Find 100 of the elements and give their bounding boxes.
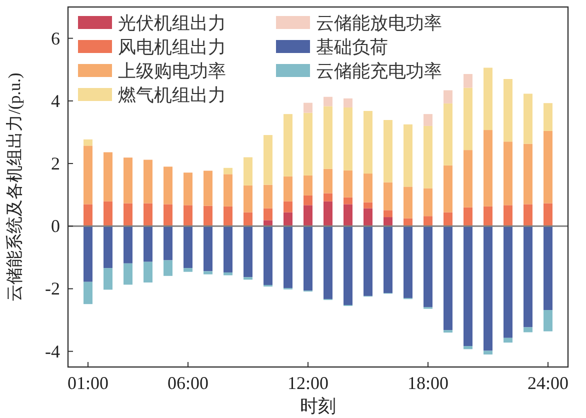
bar — [184, 172, 192, 206]
bar — [544, 203, 552, 226]
bar — [324, 106, 332, 169]
bar — [264, 135, 272, 185]
bar — [544, 130, 552, 204]
bar — [84, 282, 92, 304]
bar — [84, 139, 92, 146]
bar — [524, 327, 532, 332]
bar — [484, 350, 492, 354]
y-tick-label: 0 — [51, 216, 60, 236]
bar — [264, 184, 272, 208]
bar — [124, 158, 132, 204]
bar — [144, 160, 152, 204]
bar — [304, 205, 312, 226]
bar — [104, 201, 112, 226]
legend-label: 云储能放电功率 — [316, 13, 442, 33]
bar — [404, 226, 412, 298]
bar — [244, 277, 252, 280]
bar — [84, 146, 92, 204]
bar — [224, 272, 232, 276]
bar — [344, 197, 352, 204]
bar — [324, 201, 332, 226]
bar — [84, 204, 92, 226]
bar — [384, 182, 392, 210]
bar — [384, 226, 392, 294]
legend-label: 上级购电功率 — [118, 61, 226, 81]
legend-label: 风电机组出力 — [118, 37, 226, 57]
bar — [204, 170, 212, 206]
bar — [324, 168, 332, 194]
bar — [184, 268, 192, 272]
bar — [224, 174, 232, 206]
bar — [304, 226, 312, 291]
bar — [224, 168, 232, 174]
y-tick-label: -4 — [45, 341, 60, 362]
bar — [504, 142, 512, 206]
y-tick-label: 6 — [51, 28, 60, 48]
bar — [404, 124, 412, 187]
bar — [464, 207, 472, 226]
bar — [324, 193, 332, 202]
bar — [444, 90, 452, 104]
bar — [104, 226, 112, 268]
bar — [464, 150, 472, 208]
bar — [464, 74, 472, 88]
bar — [204, 226, 212, 272]
bar — [484, 206, 492, 226]
bar — [344, 170, 352, 198]
bar — [244, 212, 252, 226]
bar — [384, 210, 392, 218]
bar — [344, 98, 352, 108]
bar — [364, 208, 372, 226]
bar — [444, 165, 452, 212]
bar — [264, 208, 272, 220]
bar — [104, 152, 112, 202]
legend-label: 云储能充电功率 — [316, 61, 442, 81]
bar — [504, 205, 512, 226]
bar — [424, 114, 432, 126]
bar — [364, 226, 372, 296]
bar — [284, 176, 292, 202]
bar — [364, 202, 372, 208]
bar — [504, 226, 512, 338]
bar — [204, 206, 212, 226]
x-tick-label: 06:00 — [167, 373, 209, 393]
bar — [484, 130, 492, 206]
y-axis-title: 云储能系统及各机组出力/(p.u.) — [5, 72, 24, 302]
bar — [384, 120, 392, 182]
x-axis-title: 时刻 — [300, 396, 336, 416]
bar — [144, 226, 152, 262]
bar — [444, 212, 452, 226]
bar — [524, 94, 532, 144]
bar — [364, 110, 372, 174]
y-tick-label: -2 — [45, 278, 60, 299]
bar — [184, 205, 192, 226]
y-tick-label: 2 — [51, 154, 60, 174]
bar — [224, 226, 232, 272]
bar — [304, 112, 312, 176]
bar — [244, 226, 252, 278]
bar — [304, 195, 312, 206]
bar — [324, 226, 332, 300]
x-tick-label: 18:00 — [407, 373, 449, 393]
bar — [524, 144, 532, 204]
bar — [384, 217, 392, 226]
bar — [224, 206, 232, 226]
bar — [164, 166, 172, 204]
bar — [164, 204, 172, 226]
x-tick-label: 12:00 — [287, 373, 329, 393]
bar — [124, 263, 132, 285]
bar — [324, 96, 332, 106]
bar — [144, 262, 152, 282]
bar — [304, 102, 312, 113]
bar — [404, 186, 412, 218]
bar — [244, 185, 252, 212]
bar — [164, 260, 172, 276]
bar — [344, 226, 352, 306]
bar — [484, 68, 492, 130]
bar — [544, 103, 552, 131]
bar — [524, 226, 532, 328]
x-tick-label: 01:00 — [67, 373, 109, 393]
legend-label: 燃气机组出力 — [118, 85, 226, 105]
bar — [264, 226, 272, 285]
bar — [464, 346, 472, 350]
